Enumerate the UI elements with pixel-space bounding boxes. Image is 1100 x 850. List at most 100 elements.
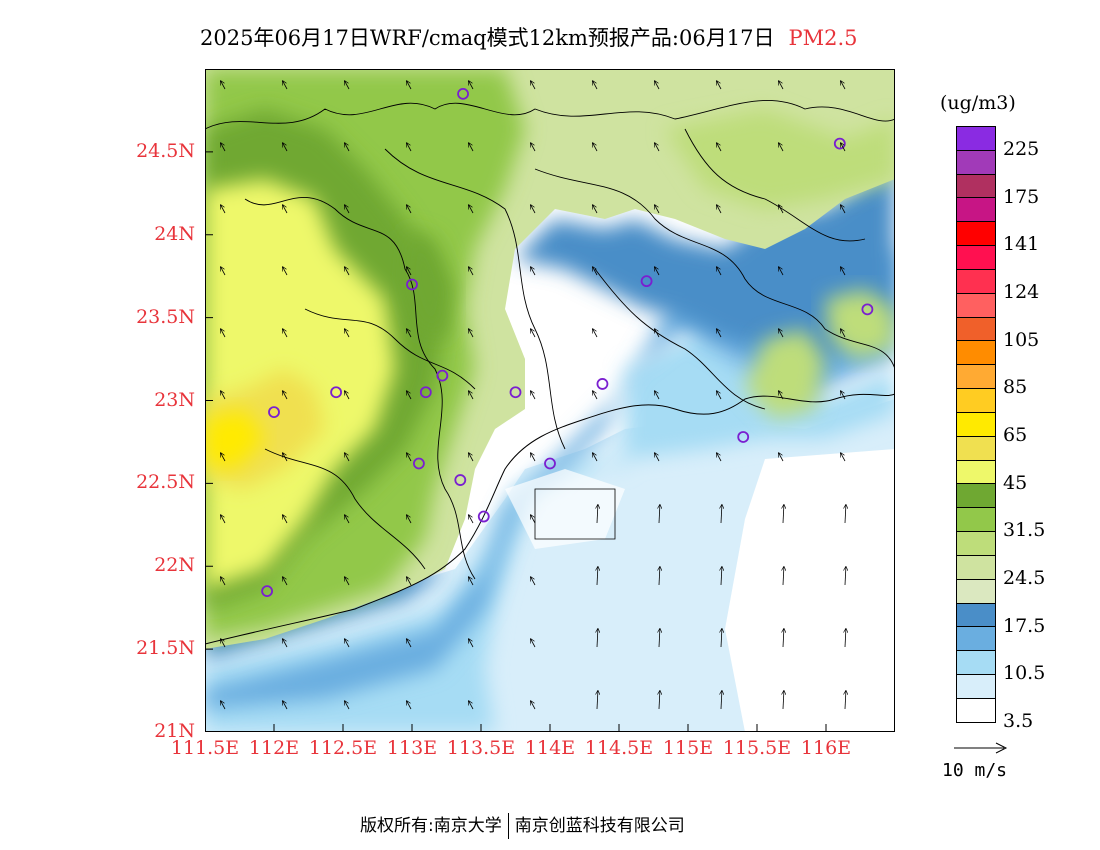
colorbar-bin (956, 626, 996, 651)
wind-arrow (845, 505, 846, 524)
wind-arrow (221, 143, 226, 152)
wind-arrow (717, 453, 722, 462)
wind-arrow (407, 267, 412, 276)
wind-arrow (593, 205, 598, 214)
chart-title: 2025年06月17日WRF/cmaq模式12km预报产品:06月17日 PM2.… (200, 22, 857, 52)
colorbar-label: 141 (1003, 233, 1040, 256)
y-tick-label: 22.5N (136, 471, 195, 494)
wind-arrow (221, 81, 226, 90)
hotspot-marker (261, 585, 273, 598)
wind-arrow (221, 453, 226, 462)
wind-arrow (531, 267, 536, 276)
wind-arrow (531, 81, 536, 90)
wind-arrow (655, 329, 660, 338)
hotspot-marker (737, 431, 750, 443)
wind-arrow (221, 205, 226, 214)
tick-marks (205, 151, 827, 732)
copyright-footer: 版权所有:南京大学 南京创蓝科技有限公司 (360, 811, 685, 839)
wind-arrow (597, 567, 598, 586)
wind-arrow (469, 391, 474, 400)
wind-arrow (469, 639, 474, 648)
wind-arrow (783, 505, 784, 524)
wind-arrow (283, 515, 288, 524)
colorbar-unit: (ug/m3) (940, 92, 1016, 114)
x-tick-label: 116E (800, 737, 852, 759)
wind-arrow (779, 453, 784, 462)
wind-arrow (779, 143, 784, 152)
wind-arrow (779, 391, 784, 400)
y-tick-label: 21.5N (136, 637, 195, 660)
wind-arrow (345, 267, 350, 276)
colorbar-bin (956, 340, 996, 365)
colorbar-label: 124 (1003, 280, 1040, 303)
colorbar-label: 10.5 (1003, 662, 1046, 685)
wind-arrow (841, 391, 846, 400)
wind-reference-arrow (954, 742, 1008, 754)
wind-arrow (407, 515, 412, 524)
wind-arrow (655, 267, 660, 276)
colorbar-label: 24.5 (1003, 566, 1046, 589)
wind-arrow (655, 205, 660, 214)
wind-arrow (783, 567, 784, 586)
colorbar-bin (956, 602, 996, 627)
hotspot-marker (833, 137, 846, 150)
wind-arrow (221, 577, 226, 586)
wind-arrow (469, 143, 474, 152)
x-tick-label: 111.5E (170, 737, 240, 759)
wind-arrow (593, 81, 598, 90)
wind-arrow (407, 143, 412, 152)
colorbar-bin (956, 197, 996, 222)
colorbar-label: 17.5 (1003, 614, 1046, 637)
x-tick-label: 113.5E (446, 737, 516, 759)
wind-arrow (283, 205, 288, 214)
wind-arrow (407, 391, 412, 400)
wind-arrow (407, 701, 412, 710)
wind-arrow (721, 505, 722, 524)
wind-arrow (469, 205, 474, 214)
footer-right: 南京创蓝科技有限公司 (514, 816, 685, 836)
wind-arrow (469, 577, 474, 586)
wind-arrow (345, 701, 350, 710)
wind-arrow (283, 329, 288, 338)
colorbar-label: 45 (1003, 471, 1028, 494)
colorbar-bin (956, 531, 996, 555)
wind-arrow (407, 453, 412, 462)
concentration-fill (205, 69, 895, 732)
hotspot-marker (544, 457, 556, 470)
wind-arrow (721, 629, 722, 648)
wind-arrow (469, 329, 474, 338)
wind-arrow (779, 81, 784, 90)
colorbar-bin (956, 578, 996, 603)
wind-arrow (531, 143, 536, 152)
wind-arrow (659, 629, 660, 648)
hotspot-marker (861, 303, 874, 316)
wind-arrow (721, 691, 722, 710)
wind-arrow (655, 391, 660, 400)
colorbar-bin (956, 316, 996, 341)
wind-reference-label: 10 m/s (942, 760, 1008, 781)
boundaries (205, 100, 895, 645)
title-text: 2025年06月17日WRF/cmaq模式12km预报产品:06月17日 (200, 26, 775, 50)
x-tick-label: 115.5E (722, 737, 792, 759)
colorbar-label: 85 (1003, 376, 1028, 399)
colorbar-bin (956, 459, 996, 484)
wind-arrow (531, 391, 536, 400)
hotspot-marker (454, 474, 467, 486)
wind-arrow (345, 81, 350, 90)
wind-arrow (597, 505, 598, 524)
x-tick-label: 114.5E (584, 737, 654, 759)
wind-arrow (597, 691, 598, 710)
hotspot-marker (457, 87, 469, 100)
y-tick-label: 22N (154, 554, 195, 577)
wind-arrow (593, 391, 598, 400)
wind-arrow (593, 453, 598, 462)
wind-vectors (221, 81, 846, 710)
wind-arrow (531, 701, 536, 710)
colorbar-bin (956, 507, 996, 532)
wind-arrow (841, 453, 846, 462)
colorbar-label: 225 (1003, 137, 1040, 160)
wind-arrow (717, 81, 722, 90)
hotspot-marker (596, 378, 609, 390)
wind-arrow (531, 639, 536, 648)
colorbar-bin (956, 149, 996, 174)
